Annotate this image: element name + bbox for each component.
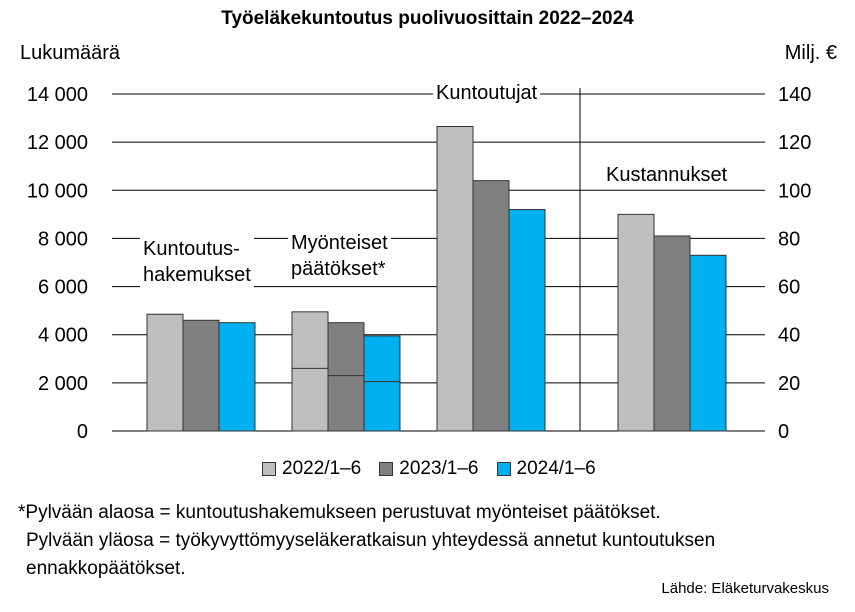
y-tick-label-left: 0 [77, 421, 88, 443]
bar [436, 125, 474, 432]
chart-title: Työeläkekuntoutus puolivuosittain 2022–2… [221, 8, 634, 29]
footnote-line-1: *Pylvään alaosa = kuntoutushakemukseen p… [18, 502, 661, 523]
source-note: Lähde: Eläketurvakeskus [661, 580, 829, 597]
y-axis-label-left: Lukumäärä [20, 42, 121, 64]
y-tick-label-right: 60 [778, 277, 800, 299]
y-axis-label-right: Milj. € [784, 42, 837, 64]
y-tick-label-left: 10 000 [27, 180, 88, 202]
group-label: Myönteiset päätökset* [288, 230, 391, 282]
bar [472, 180, 510, 432]
group-label: Kustannukset [603, 162, 731, 188]
bar [508, 209, 546, 432]
y-tick-label-right: 120 [778, 132, 811, 154]
legend-label-2023: 2023/1–6 [399, 458, 479, 479]
y-tick-label-right: 100 [778, 180, 811, 202]
y-tick-label-right: 0 [778, 421, 789, 443]
footnote-line-3: ennakkopäätökset. [26, 558, 186, 579]
bar [327, 322, 365, 432]
y-tick-label-right: 80 [778, 228, 800, 250]
y-tick-label-right: 140 [778, 84, 811, 106]
bar [363, 335, 401, 432]
legend-swatch-2022 [262, 462, 276, 476]
legend-item-2022: 2022/1–6 [262, 458, 361, 480]
y-tick-label-left: 12 000 [27, 132, 88, 154]
y-tick-label-left: 2 000 [38, 373, 88, 395]
bar [182, 319, 220, 432]
legend-swatch-2023 [379, 462, 394, 476]
legend-swatch-2024 [496, 462, 511, 476]
y-tick-label-right: 20 [778, 373, 800, 395]
bar [653, 235, 691, 432]
bar [146, 313, 184, 432]
y-tick-label-left: 4 000 [38, 325, 88, 347]
bar [689, 254, 727, 432]
legend-label-2024: 2024/1–6 [516, 458, 596, 479]
y-tick-label-left: 6 000 [38, 277, 88, 299]
legend-label-2022: 2022/1–6 [282, 458, 362, 479]
legend-item-2023: 2023/1–6 [379, 458, 479, 480]
group-label: Kuntoutujat [433, 80, 541, 106]
footnote-line-2: Pylvään yläosa = työkyvyttömyyseläkeratk… [26, 530, 716, 551]
bar [218, 322, 256, 432]
y-tick-label-left: 8 000 [38, 228, 88, 250]
legend: 2022/1–6 2023/1–6 2024/1–6 [262, 458, 614, 480]
y-tick-label-left: 14 000 [27, 84, 88, 106]
bar [617, 213, 655, 432]
group-label: Kuntoutus-hakemukset [140, 236, 254, 288]
bar [291, 311, 329, 432]
y-tick-label-right: 40 [778, 325, 800, 347]
legend-item-2024: 2024/1–6 [496, 458, 596, 480]
